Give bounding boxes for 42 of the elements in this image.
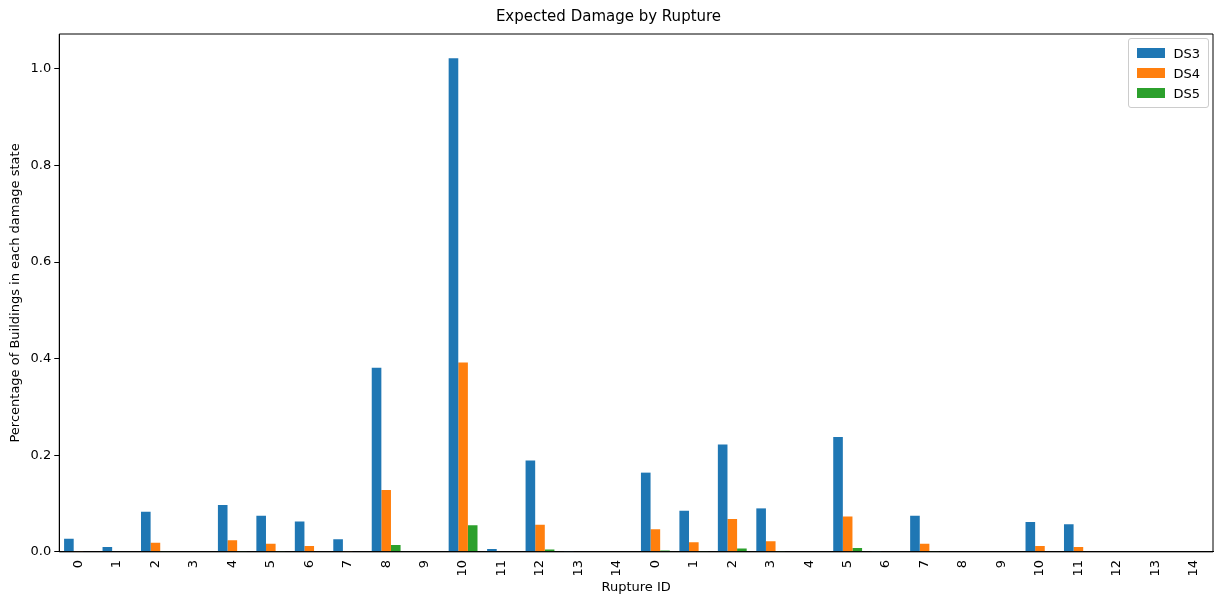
x-tick-label: 11	[492, 559, 508, 577]
y-axis-title: Percentage of Buildings in each damage state	[7, 143, 23, 443]
y-tick-label: 1.0	[30, 60, 52, 76]
y-tick-label: 0.2	[30, 446, 52, 462]
x-tick-label: 12	[531, 559, 547, 577]
x-tick-label: 8	[377, 559, 393, 569]
x-tick-label: 12	[1108, 559, 1124, 577]
x-tick-label: 14	[608, 559, 624, 577]
x-axis-title: Rupture ID	[601, 578, 671, 594]
x-tick-label: 1	[108, 559, 124, 569]
legend-label: DS3	[1173, 45, 1200, 61]
x-tick-label: 2	[146, 559, 162, 569]
x-tick-label: 4	[223, 559, 239, 569]
x-tick-label: 9	[992, 559, 1008, 569]
x-tick-label: 13	[1146, 559, 1162, 577]
legend-label: DS4	[1173, 65, 1200, 81]
x-tick-label: 8	[954, 559, 970, 569]
x-tick-label: 4	[800, 559, 816, 569]
x-tick-label: 0	[646, 559, 662, 569]
chart-title: Expected Damage by Rupture	[495, 6, 722, 25]
x-tick-label: 3	[762, 559, 778, 569]
x-tick-label: 3	[185, 559, 201, 569]
x-tick-label: 5	[839, 559, 855, 569]
x-tick-label: 1	[685, 559, 701, 569]
y-tick-label: 0.4	[30, 350, 52, 365]
y-tick-label: 0.0	[30, 543, 52, 559]
legend-label: DS5	[1173, 85, 1200, 101]
y-tick-label: 0.8	[30, 156, 52, 172]
x-tick-label: 0	[69, 559, 85, 569]
x-tick-label: 5	[262, 559, 278, 569]
x-tick-label: 6	[300, 559, 316, 569]
x-tick-label: 10	[454, 559, 470, 577]
x-tick-label: 13	[569, 559, 585, 577]
x-tick-label: 14	[1185, 559, 1201, 577]
x-tick-label: 11	[1069, 559, 1085, 577]
y-tick-label: 0.6	[30, 253, 52, 269]
x-tick-label: 2	[723, 559, 739, 569]
x-tick-label: 9	[416, 559, 431, 569]
x-tick-label: 7	[339, 559, 355, 569]
x-tick-label: 7	[915, 559, 931, 569]
x-tick-label: 6	[877, 559, 893, 569]
x-tick-label: 10	[1031, 559, 1047, 577]
